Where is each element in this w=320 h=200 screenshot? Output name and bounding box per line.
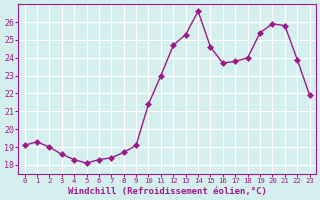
X-axis label: Windchill (Refroidissement éolien,°C): Windchill (Refroidissement éolien,°C): [68, 187, 267, 196]
